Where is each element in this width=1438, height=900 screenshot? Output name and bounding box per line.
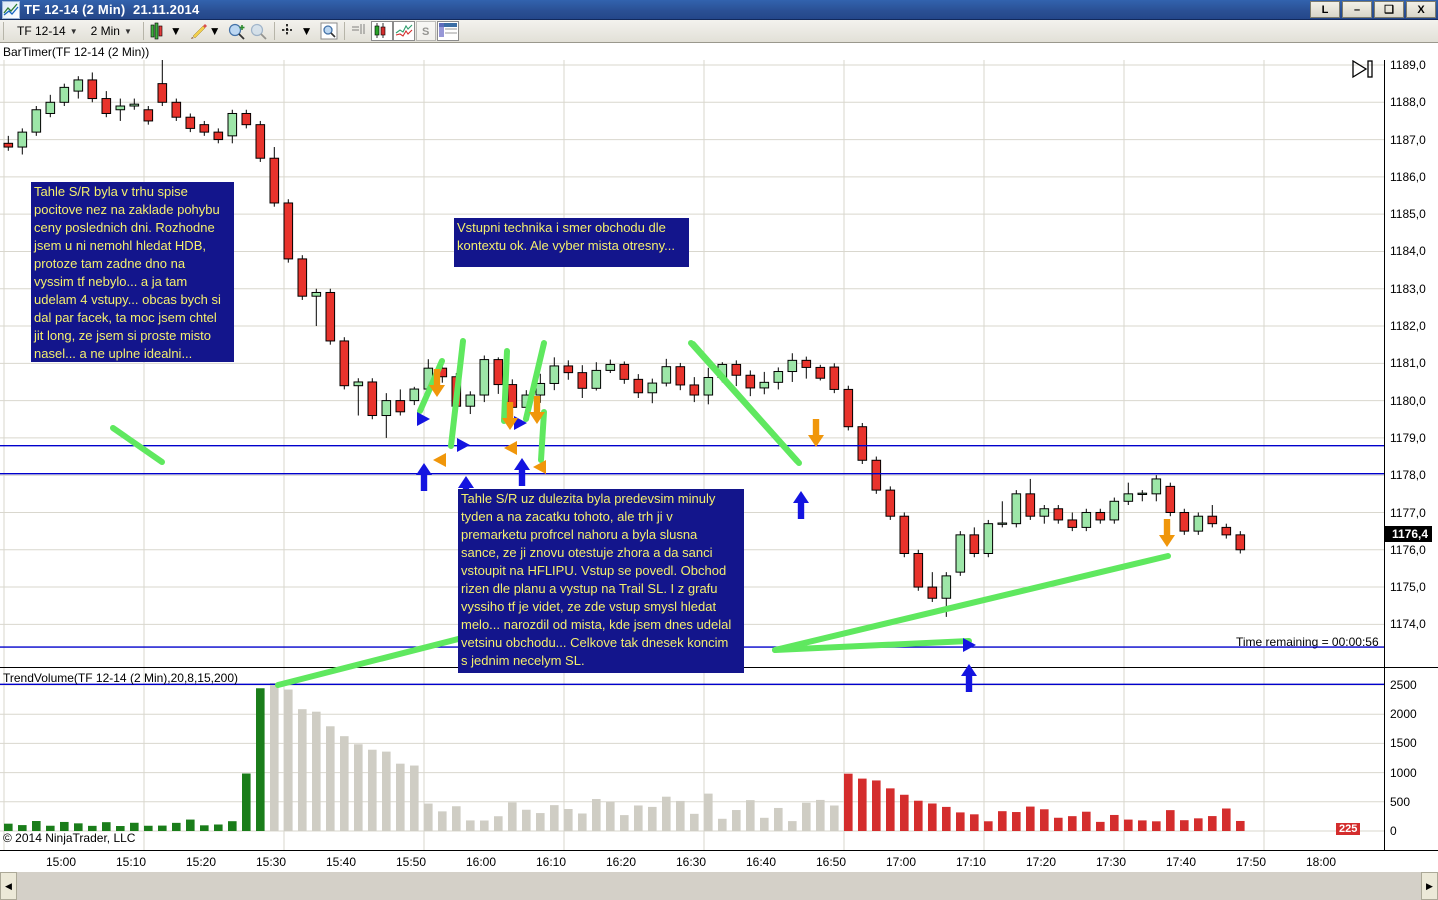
svg-text:S: S bbox=[422, 26, 429, 38]
